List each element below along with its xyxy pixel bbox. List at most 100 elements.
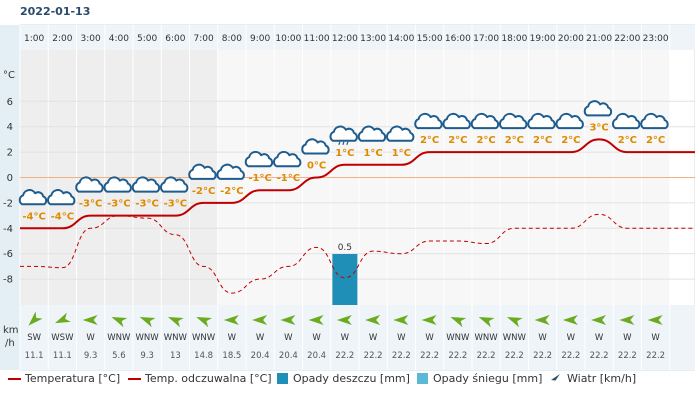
wind-arrow-icon bbox=[167, 317, 184, 328]
cloud-rain-icon bbox=[329, 125, 358, 142]
hour-label: 3:00 bbox=[81, 34, 101, 44]
legend-snow-swatch bbox=[417, 373, 428, 384]
y-tick-label: 0 bbox=[7, 173, 13, 184]
wind-direction: WNW bbox=[107, 333, 131, 343]
wind-arrow-icon bbox=[478, 317, 495, 328]
cloud-icon bbox=[301, 138, 330, 155]
wind-unit-label: km bbox=[3, 325, 19, 336]
wind-arrow-shape bbox=[478, 317, 495, 328]
wind-arrow-shape bbox=[591, 315, 607, 325]
wind-arrow-shape bbox=[393, 315, 409, 325]
wind-speed: 13 bbox=[170, 351, 181, 361]
wind-arrow-icon bbox=[196, 317, 212, 328]
chart-grid bbox=[19, 25, 695, 370]
wind-arrow-icon bbox=[82, 315, 98, 325]
wind-arrow-shape bbox=[619, 315, 635, 325]
wind-speed: 22.2 bbox=[505, 351, 524, 361]
hour-label: 8:00 bbox=[222, 34, 242, 44]
temperature-lines bbox=[20, 138, 695, 294]
wind-arrow-icon bbox=[252, 315, 268, 325]
wind-direction: WNW bbox=[164, 333, 188, 343]
wind-speed: 9.3 bbox=[140, 351, 154, 361]
hour-label: 6:00 bbox=[165, 34, 185, 44]
y-tick-label: 6 bbox=[7, 97, 13, 108]
wind-direction: W bbox=[425, 333, 434, 343]
wind-direction: WNW bbox=[136, 333, 160, 343]
hour-label: 1:00 bbox=[24, 34, 44, 44]
cloud-icon bbox=[357, 125, 387, 142]
temp-label: -3°C bbox=[107, 199, 130, 210]
legend-rain-swatch bbox=[277, 373, 288, 384]
temp-label: -1°C bbox=[248, 173, 271, 184]
wind-arrow-shape bbox=[336, 315, 352, 325]
legend-wind: Wiatr [km/h] bbox=[550, 372, 636, 385]
temp-label: 2°C bbox=[618, 135, 637, 146]
forecast-date: 2022-01-13 bbox=[20, 5, 91, 18]
cloud-icon bbox=[442, 112, 471, 130]
temp-label: -4°C bbox=[51, 211, 74, 222]
wind-direction: WNW bbox=[192, 333, 216, 343]
wind-arrow-icon bbox=[308, 315, 324, 325]
wind-arrow-icon bbox=[139, 317, 156, 328]
wind-arrow-shape bbox=[647, 315, 663, 325]
wind-direction: W bbox=[651, 333, 660, 343]
wind-arrow-shape bbox=[111, 317, 128, 328]
wind-direction: W bbox=[284, 333, 293, 343]
cloud-icon bbox=[498, 112, 528, 130]
hour-label: 17:00 bbox=[473, 34, 499, 44]
legend-rain-label: Opady deszczu [mm] bbox=[293, 372, 410, 385]
wind-speed: 20.4 bbox=[279, 351, 298, 361]
rain-bars: 0.5 bbox=[332, 243, 358, 305]
hour-label: 15:00 bbox=[417, 34, 443, 44]
cloud-icon bbox=[159, 176, 189, 193]
wind-arrow-shape bbox=[421, 315, 437, 325]
wind-arrow-shape bbox=[82, 315, 98, 325]
temp-label: 2°C bbox=[561, 135, 580, 146]
wind-arrow-shape bbox=[223, 315, 239, 325]
legend-feels: Temp. odczuwalna [°C] bbox=[128, 372, 272, 385]
cloud-icon bbox=[611, 112, 641, 130]
legend-temp-swatch bbox=[8, 377, 21, 380]
cloud-icon bbox=[555, 112, 584, 130]
cloud-icon bbox=[103, 176, 132, 193]
temp-label: -2°C bbox=[192, 186, 215, 197]
hour-label: 11:00 bbox=[304, 34, 330, 44]
wind-direction: WNW bbox=[475, 333, 499, 343]
wind-speed: 5.6 bbox=[112, 351, 126, 361]
wind-speed: 20.4 bbox=[307, 351, 326, 361]
temp-label: 1°C bbox=[335, 148, 354, 159]
wind-arrow-icon bbox=[534, 315, 550, 325]
legend-rain: Opady deszczu [mm] bbox=[277, 372, 410, 385]
wind-direction: WSW bbox=[51, 333, 74, 343]
left-axis-panel bbox=[0, 25, 20, 370]
hour-label: 19:00 bbox=[530, 34, 556, 44]
wind-arrow-icon bbox=[55, 312, 71, 324]
wind-speed: 22.2 bbox=[533, 351, 552, 361]
wind-arrow-icon bbox=[365, 315, 381, 325]
wind-speed: 22.2 bbox=[448, 351, 467, 361]
wind-arrow-shape bbox=[28, 311, 43, 326]
temp-label: 0°C bbox=[307, 161, 326, 172]
wind-speed: 22.2 bbox=[590, 351, 609, 361]
wind-direction: W bbox=[86, 333, 95, 343]
cloud-icon bbox=[583, 100, 613, 117]
cloud-icon bbox=[385, 125, 415, 142]
temp-label: -3°C bbox=[135, 199, 158, 210]
wind-direction: WNW bbox=[446, 333, 470, 343]
wind-speed: 22.2 bbox=[335, 351, 354, 361]
wind-speed: 22.2 bbox=[646, 351, 665, 361]
wind-speed: 22.2 bbox=[618, 351, 637, 361]
wind-direction: W bbox=[623, 333, 632, 343]
wind-direction: W bbox=[397, 333, 406, 343]
temp-label: 3°C bbox=[589, 122, 608, 133]
wind-direction: W bbox=[567, 333, 576, 343]
wind-arrow-icon bbox=[111, 317, 128, 328]
legend-temp-label: Temperatura [°C] bbox=[25, 372, 121, 385]
cloud-icon bbox=[527, 112, 556, 130]
wind-arrow-icon bbox=[223, 315, 239, 325]
wind-direction: W bbox=[369, 333, 378, 343]
wind-arrow-icon bbox=[562, 315, 578, 325]
legend-wind-arrow-icon bbox=[551, 373, 560, 384]
wind-arrow-shape bbox=[167, 317, 184, 328]
legend-feels-swatch bbox=[128, 377, 141, 380]
